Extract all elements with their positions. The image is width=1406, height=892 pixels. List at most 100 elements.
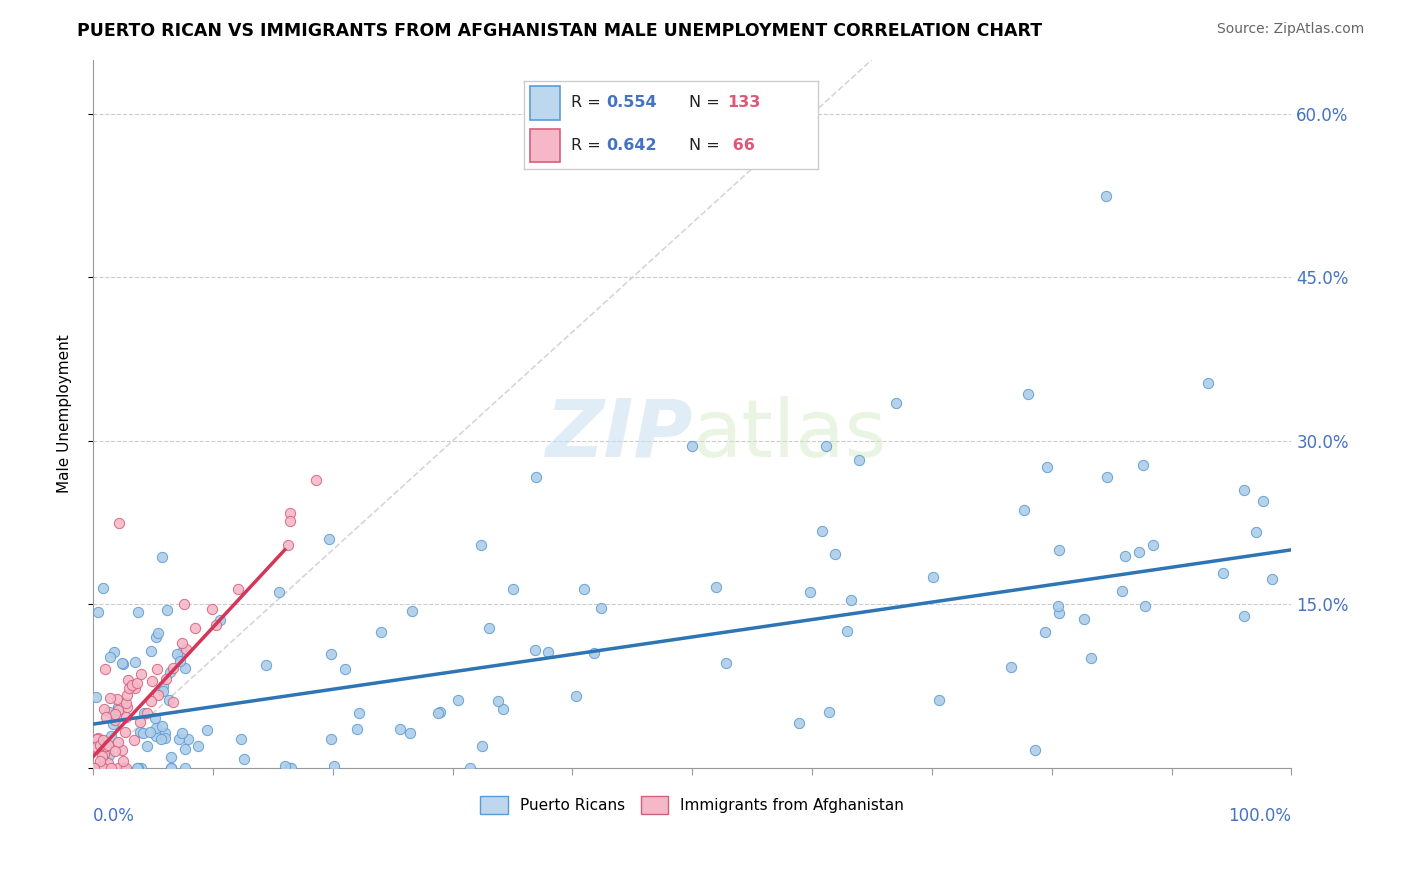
Point — [145, 721, 167, 735]
Point — [1012, 503, 1035, 517]
Point — [155, 672, 177, 686]
Point — [91, 733, 114, 747]
Point — [84, 740, 107, 755]
Point — [91, 749, 114, 764]
Point — [922, 570, 945, 584]
Text: 0.0%: 0.0% — [93, 806, 135, 824]
Point — [884, 396, 907, 410]
Point — [370, 625, 392, 640]
Point — [173, 597, 195, 611]
Point — [1047, 543, 1070, 558]
Point — [346, 723, 368, 737]
Point — [83, 761, 105, 775]
Point — [159, 665, 181, 679]
Point — [229, 732, 252, 747]
Point — [818, 706, 841, 720]
Point — [274, 758, 297, 772]
Point — [1244, 524, 1267, 539]
Point — [101, 716, 124, 731]
Point — [1000, 660, 1022, 674]
Point — [100, 761, 122, 775]
Point — [1073, 612, 1095, 626]
Point — [121, 678, 143, 692]
Point — [787, 715, 810, 730]
Point — [93, 761, 115, 775]
Point — [91, 761, 114, 775]
Point — [1035, 460, 1057, 475]
Point — [478, 621, 501, 635]
Point — [115, 688, 138, 702]
Point — [108, 516, 131, 530]
Point — [91, 732, 114, 747]
Point — [156, 603, 179, 617]
Point — [170, 726, 193, 740]
Point — [536, 645, 558, 659]
Point — [1024, 743, 1046, 757]
Point — [228, 582, 250, 596]
Point — [1197, 376, 1219, 391]
Point — [146, 663, 169, 677]
Point — [117, 673, 139, 687]
Point — [526, 470, 548, 484]
Point — [132, 725, 155, 739]
Text: Source: ZipAtlas.com: Source: ZipAtlas.com — [1216, 22, 1364, 37]
Point — [141, 694, 163, 708]
Point — [277, 761, 299, 775]
Y-axis label: Male Unemployment: Male Unemployment — [58, 334, 72, 493]
Point — [589, 600, 612, 615]
Text: ZIP: ZIP — [546, 396, 692, 474]
Point — [136, 706, 159, 720]
Point — [1232, 483, 1254, 497]
Point — [141, 644, 163, 658]
Point — [104, 744, 127, 758]
Point — [1094, 188, 1116, 202]
Point — [112, 755, 135, 769]
Point — [115, 699, 138, 714]
Point — [447, 692, 470, 706]
Point — [129, 725, 152, 739]
Point — [112, 761, 135, 775]
Point — [93, 701, 115, 715]
Point — [84, 690, 107, 704]
Legend: Puerto Ricans, Immigrants from Afghanistan: Puerto Ricans, Immigrants from Afghanist… — [474, 790, 910, 821]
Point — [114, 725, 136, 739]
Point — [232, 752, 254, 766]
Point — [389, 723, 412, 737]
Point — [98, 705, 121, 719]
Point — [98, 747, 121, 762]
Point — [111, 743, 134, 757]
Point — [157, 693, 180, 707]
Point — [333, 662, 356, 676]
Point — [112, 657, 135, 671]
Point — [1253, 494, 1275, 508]
Point — [319, 647, 342, 661]
Point — [87, 731, 110, 745]
Point — [84, 736, 107, 750]
Point — [277, 538, 299, 552]
Point — [136, 739, 159, 754]
Point — [1033, 625, 1056, 640]
Point — [167, 731, 190, 746]
Point — [170, 636, 193, 650]
Point — [811, 524, 834, 538]
Point — [89, 739, 111, 753]
Point — [90, 761, 112, 775]
Point — [127, 761, 149, 775]
Point — [111, 656, 134, 670]
Point — [1132, 458, 1154, 472]
Point — [129, 714, 152, 729]
Point — [187, 739, 209, 754]
Point — [107, 703, 129, 717]
Point — [1047, 606, 1070, 620]
Point — [124, 681, 146, 695]
Point — [114, 710, 136, 724]
Point — [150, 719, 173, 733]
Point — [124, 655, 146, 669]
Point — [1261, 572, 1284, 586]
Point — [427, 706, 450, 721]
Point — [94, 739, 117, 754]
Point — [471, 739, 494, 753]
Point — [104, 713, 127, 727]
Point — [118, 681, 141, 696]
Point — [153, 731, 176, 745]
